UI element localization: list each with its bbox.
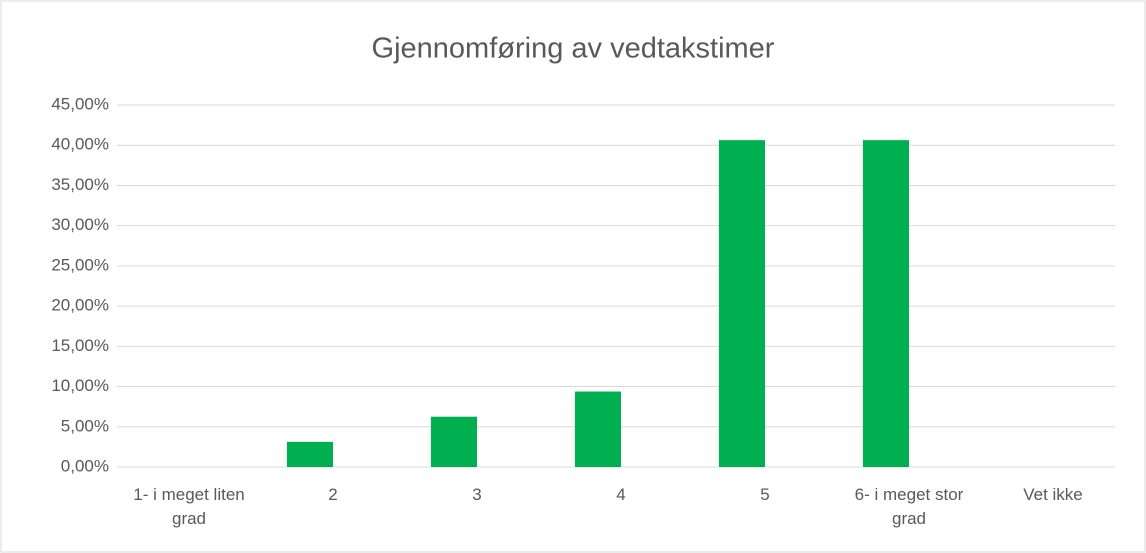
x-tick-label: 6- i meget stor grad <box>854 485 964 528</box>
chart-title: Gjennomføring av vedtakstimer <box>372 33 775 65</box>
y-tick-label: 15,00% <box>51 336 109 355</box>
bar <box>862 140 909 467</box>
bar <box>286 441 333 467</box>
y-tick-label: 40,00% <box>51 135 109 154</box>
x-tick-label: 4 <box>616 485 626 504</box>
x-tick-label: 3 <box>472 485 482 504</box>
x-tick-label: 1- i meget liten grad <box>133 485 245 528</box>
y-tick-label: 30,00% <box>51 215 109 234</box>
y-tick-label: 25,00% <box>51 255 109 274</box>
bar <box>574 391 621 467</box>
bar <box>718 140 765 467</box>
x-tick-label: 5 <box>760 485 770 504</box>
y-tick-label: 20,00% <box>51 296 109 315</box>
x-tick-label: 2 <box>328 485 338 504</box>
y-tick-label: 5,00% <box>61 416 109 435</box>
y-tick-label: 10,00% <box>51 376 109 395</box>
y-tick-label: 0,00% <box>61 456 109 475</box>
x-tick-label: Vet ikke <box>1023 485 1083 504</box>
y-tick-label: 45,00% <box>51 94 109 113</box>
bar <box>430 416 477 467</box>
y-tick-label: 35,00% <box>51 175 109 194</box>
